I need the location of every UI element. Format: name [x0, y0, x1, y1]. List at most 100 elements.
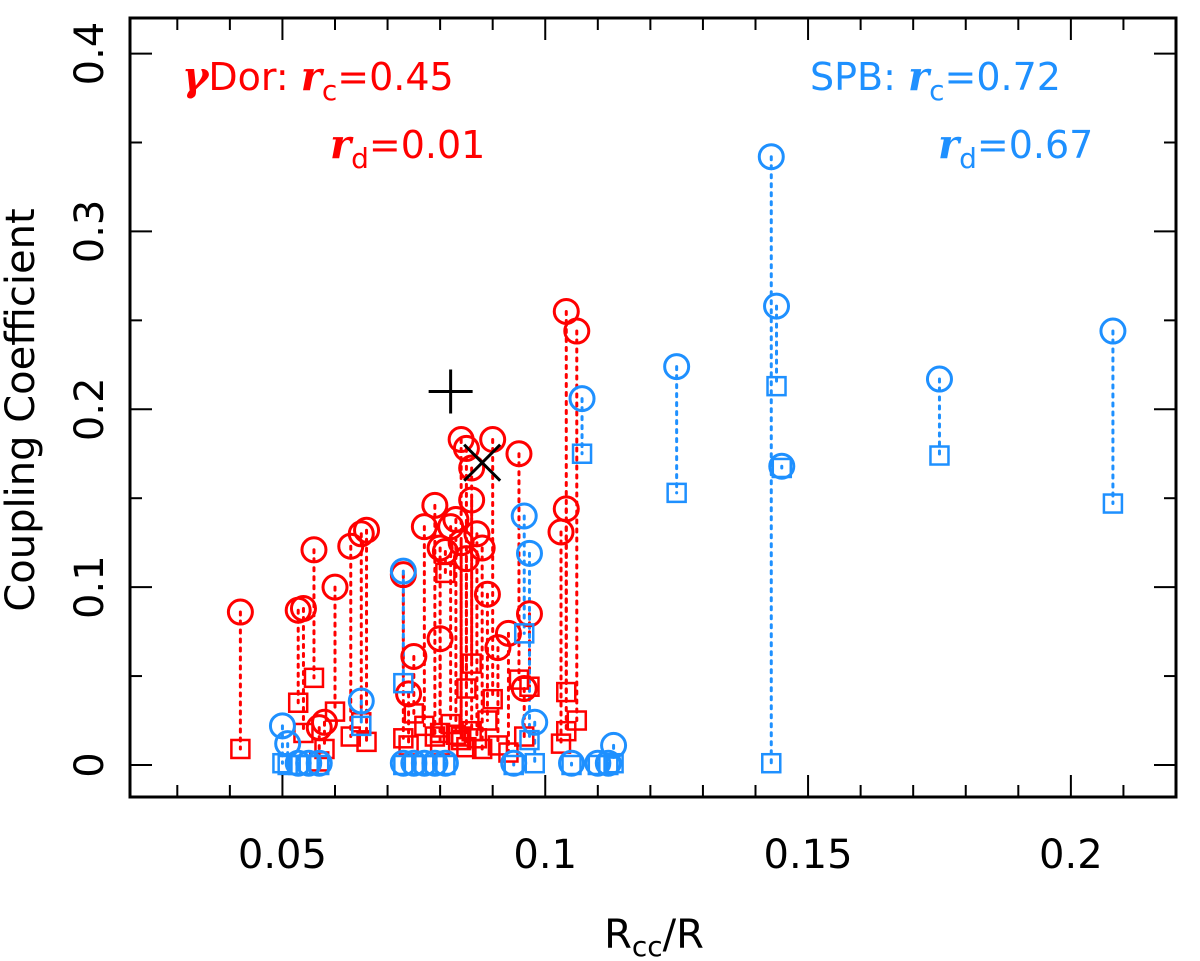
spb-square-point — [761, 752, 782, 774]
spb-circle-point — [663, 353, 691, 381]
gdor-square-point — [461, 653, 482, 674]
spb-circle-point — [763, 292, 791, 320]
gdor-square-point — [566, 710, 588, 731]
gdor-square-point — [440, 713, 461, 735]
gdor-square-point — [393, 728, 414, 749]
gdor-square-point — [445, 724, 467, 746]
gdor-square-point — [429, 735, 451, 756]
x-tick-label: 0.05 — [238, 832, 327, 878]
gdor-square-point — [356, 731, 377, 753]
spb-rd-label: rd=0.67 — [938, 121, 1093, 175]
gdor-rc-label: γDor: rc=0.45 — [182, 53, 454, 107]
spb-square-point — [929, 445, 950, 466]
gdor-circle-point — [347, 520, 375, 548]
gdor-rd-label: rd=0.01 — [330, 121, 485, 175]
spb-circle-point — [284, 749, 312, 777]
y-tick-label: 0.4 — [67, 22, 113, 86]
spb-circle-point — [568, 385, 596, 413]
gdor-circle-point — [395, 680, 423, 708]
spb-circle-point — [389, 557, 417, 585]
gdor-circle-point — [426, 534, 454, 562]
gdor-circle-point — [400, 642, 428, 670]
spb-square-point — [666, 482, 687, 504]
spb-circle-point — [925, 365, 953, 393]
spb-square-point — [513, 623, 535, 644]
gdor-square-point — [414, 715, 435, 737]
gdor-circle-point — [505, 440, 533, 468]
spb-circle-point — [757, 143, 785, 171]
gdor-square-point — [487, 735, 509, 756]
gdor-square-point — [482, 688, 503, 710]
spb-circle-point — [410, 749, 438, 777]
spb-circle-point — [510, 502, 538, 530]
spb-circle-point — [500, 749, 528, 777]
gdor-circle-point — [458, 454, 486, 482]
gdor-square-point — [556, 720, 577, 742]
gdor-circle-point — [226, 598, 254, 626]
spb-square-point — [603, 752, 624, 774]
spb-circle-point — [347, 687, 375, 715]
gdor-square-point — [450, 726, 472, 747]
gdor-square-point — [456, 678, 477, 699]
gdor-circle-point — [421, 491, 449, 519]
spb-circle-point — [521, 708, 549, 736]
gdor-circle-point — [452, 434, 480, 462]
gdor-circle-point — [410, 513, 438, 541]
x-axis-label: Rcc/R — [604, 912, 704, 961]
spb-square-point — [766, 375, 787, 397]
gdor-square-point — [471, 738, 493, 760]
spb-circle-point — [295, 749, 323, 777]
gdor-square-point — [466, 728, 488, 749]
gdor-square-point — [230, 738, 251, 760]
x-tick-label: 0.1 — [513, 832, 577, 878]
y-tick-label: 0.1 — [67, 555, 113, 619]
gdor-circle-point — [321, 573, 349, 601]
plot-frame — [128, 16, 1178, 799]
spb-circle-point — [431, 749, 459, 777]
spb-square-point — [1102, 493, 1124, 514]
spb-circle-point — [389, 749, 417, 777]
spb-circle-point — [305, 749, 333, 777]
spb-rc-label: SPB: rc=0.72 — [810, 53, 1061, 107]
gdor-square-point — [303, 667, 325, 689]
tick-labels: 0.05 0.1 0.15 0.2 0 0.1 0.2 0.3 0.4 — [67, 22, 1103, 878]
gdor-circle-point — [463, 520, 491, 548]
y-tick-label: 0.2 — [67, 377, 113, 441]
spb-square-point — [519, 729, 540, 751]
gdor-square-point — [287, 692, 309, 713]
y-axis-label: Coupling Coefficient — [0, 208, 44, 611]
gdor-square-point — [340, 726, 362, 747]
gdor-annotation: γDor: rc=0.45 rd=0.01 — [182, 53, 485, 175]
plot-border — [128, 16, 1178, 799]
spb-circle-point — [558, 749, 586, 777]
y-tick-label: 0 — [67, 752, 113, 777]
axis-ticks — [130, 18, 1177, 797]
gdor-circle-point — [515, 600, 543, 628]
y-tick-label: 0.3 — [67, 200, 113, 264]
gdor-circle-point — [447, 529, 475, 557]
gdor-circle-point — [426, 625, 454, 653]
spb-square-point — [351, 715, 372, 737]
spb-circle-point — [768, 452, 796, 480]
spb-circle-point — [515, 539, 543, 567]
spb-circle-point — [1099, 317, 1127, 345]
spb-square-point — [571, 443, 593, 464]
gdor-square-point — [550, 733, 572, 754]
spb-square-point — [393, 672, 414, 694]
gdor-circle-point — [300, 536, 328, 564]
connector-lines — [238, 155, 1115, 767]
gdor-circle-point — [494, 619, 522, 647]
spb-circle-point — [268, 712, 296, 740]
spb-circle-point — [400, 749, 428, 777]
gdor-circle-point — [305, 714, 333, 742]
gdor-circle-point — [510, 675, 538, 703]
gdor-circle-point — [289, 594, 317, 622]
gdor-square-point — [461, 720, 482, 742]
gdor-square-point — [508, 669, 530, 690]
gdor-circle-point — [563, 317, 591, 345]
gdor-square-point — [556, 681, 577, 703]
spb-circle-point — [421, 749, 449, 777]
gdor-circle-point — [552, 495, 580, 523]
gdor-circle-point — [473, 580, 501, 608]
